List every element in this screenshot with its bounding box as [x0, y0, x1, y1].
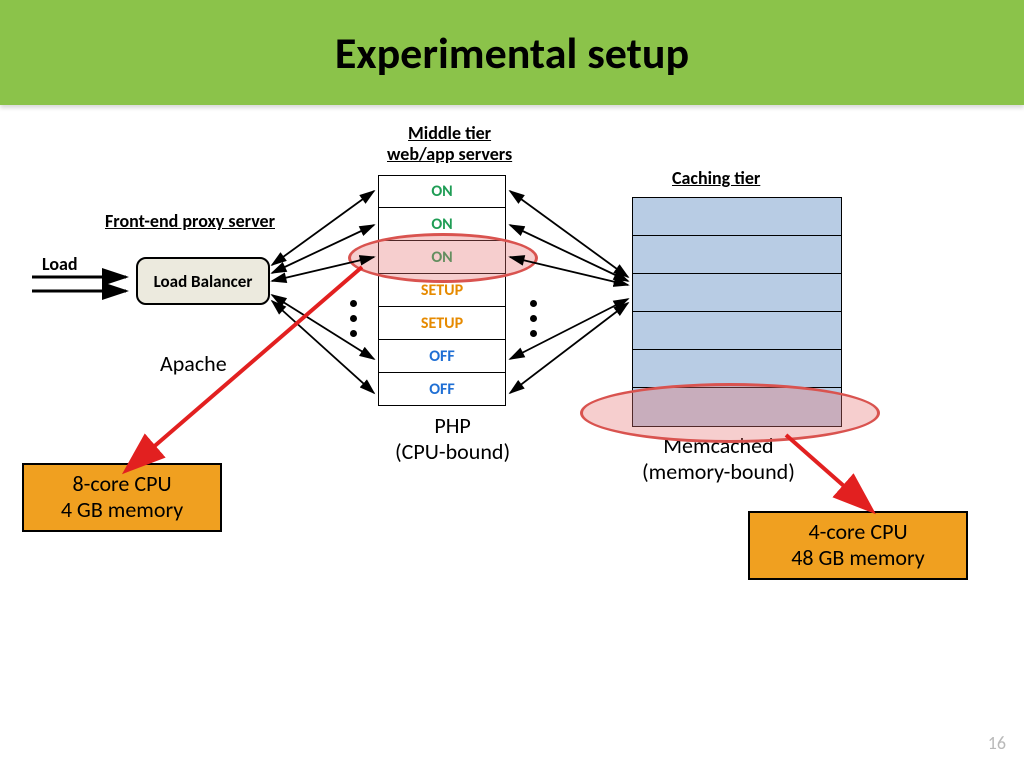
cache-cell — [633, 274, 841, 312]
highlight-ellipse-cache — [580, 383, 880, 443]
cache-cell — [633, 236, 841, 274]
callout-right-line2: 48 GB memory — [758, 545, 958, 571]
load-balancer-box: Load Balancer — [136, 257, 270, 305]
ellipsis-dot — [530, 315, 537, 322]
proxy-sublabel: Apache — [160, 350, 227, 377]
load-label: Load — [42, 253, 78, 275]
callout-left-line2: 4 GB memory — [32, 497, 212, 523]
slide-title: Experimental setup — [335, 26, 689, 80]
ellipsis-dot — [530, 330, 537, 337]
highlight-ellipse-middle — [348, 233, 538, 283]
ellipsis-dot — [350, 330, 357, 337]
callout-left-line1: 8-core CPU — [32, 471, 212, 497]
ellipsis-dot — [350, 300, 357, 307]
ellipsis-dot — [350, 315, 357, 322]
diagram-canvas: Front-end proxy server Load Load Balance… — [0, 105, 1024, 768]
middle-stack: ONONONSETUPSETUPOFFOFF — [378, 175, 506, 406]
middle-cell: OFF — [378, 373, 506, 406]
proxy-header: Front-end proxy server — [105, 210, 275, 232]
page-number: 16 — [988, 732, 1006, 754]
middle-cell: ON — [378, 175, 506, 208]
callout-left: 8-core CPU 4 GB memory — [22, 463, 222, 532]
middle-header: Middle tier web/app servers — [387, 123, 512, 164]
cache-cell — [633, 198, 841, 236]
title-bar: Experimental setup — [0, 0, 1024, 105]
middle-cell: OFF — [378, 340, 506, 373]
middle-cell: SETUP — [378, 307, 506, 340]
ellipsis-dot — [530, 300, 537, 307]
cache-cell — [633, 312, 841, 350]
cache-header: Caching tier — [672, 167, 760, 189]
arrows-layer — [0, 105, 1024, 768]
callout-right: 4-core CPU 48 GB memory — [748, 511, 968, 580]
callout-right-line1: 4-core CPU — [758, 519, 958, 545]
middle-sublabel: PHP (CPU-bound) — [395, 413, 510, 466]
load-balancer-label: Load Balancer — [154, 271, 253, 292]
